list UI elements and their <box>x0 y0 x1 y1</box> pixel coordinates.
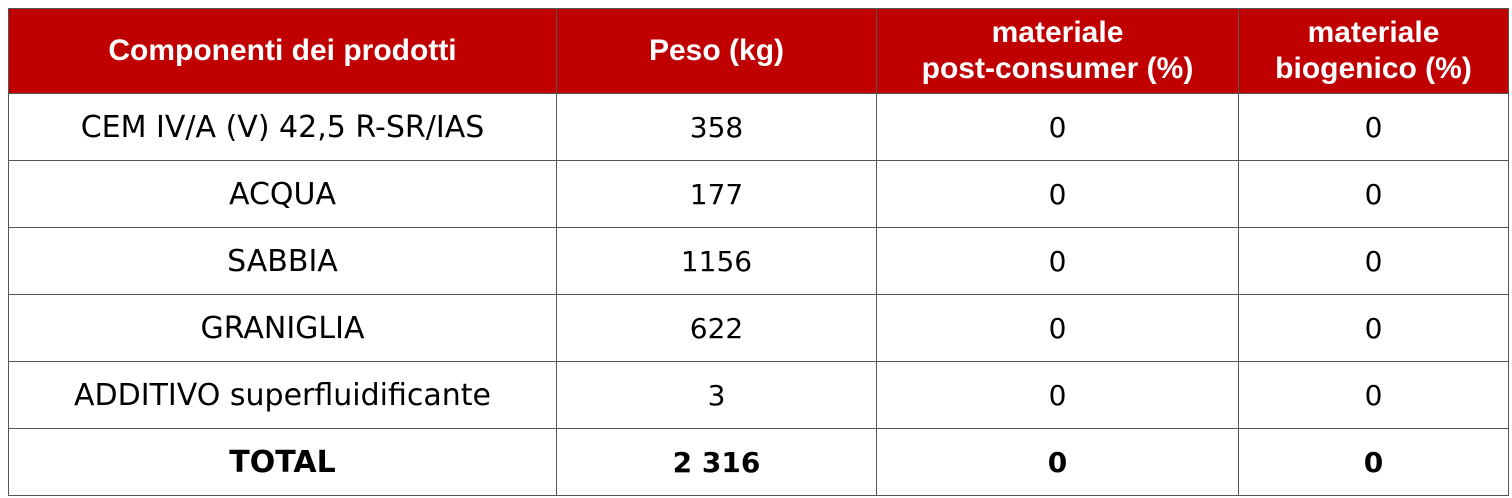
total-label: TOTAL <box>8 428 557 496</box>
cell-weight: 177 <box>556 160 877 228</box>
cell-component: ADDITIVO superfluidificante <box>8 361 557 429</box>
product-components-table: Componenti dei prodotti Peso (kg) materi… <box>8 8 1509 496</box>
table-row: CEM IV/A (V) 42,5 R-SR/IAS 358 0 0 <box>8 93 1509 161</box>
total-weight: 2 316 <box>556 428 877 496</box>
header-post-consumer: materiale post-consumer (%) <box>876 8 1239 94</box>
table-total-row: TOTAL 2 316 0 0 <box>8 428 1509 496</box>
cell-component: GRANIGLIA <box>8 294 557 362</box>
header-weight-label: Peso (kg) <box>648 34 785 67</box>
header-post-consumer-line-1: materiale <box>991 16 1124 49</box>
header-weight: Peso (kg) <box>556 8 877 94</box>
total-biogenic: 0 <box>1238 428 1509 496</box>
cell-component: SABBIA <box>8 227 557 295</box>
cell-post-consumer: 0 <box>876 294 1239 362</box>
header-biogenic: materiale biogenico (%) <box>1238 8 1509 94</box>
cell-weight: 622 <box>556 294 877 362</box>
header-components: Componenti dei prodotti <box>8 8 557 94</box>
table-row: ACQUA 177 0 0 <box>8 160 1509 228</box>
header-post-consumer-line-2: post-consumer (%) <box>921 52 1194 85</box>
table-row: SABBIA 1156 0 0 <box>8 227 1509 295</box>
cell-post-consumer: 0 <box>876 160 1239 228</box>
cell-component: ACQUA <box>8 160 557 228</box>
header-biogenic-line-1: materiale <box>1307 16 1440 49</box>
cell-biogenic: 0 <box>1238 361 1509 429</box>
cell-biogenic: 0 <box>1238 294 1509 362</box>
cell-post-consumer: 0 <box>876 361 1239 429</box>
cell-weight: 358 <box>556 93 877 161</box>
cell-post-consumer: 0 <box>876 227 1239 295</box>
cell-weight: 1156 <box>556 227 877 295</box>
cell-biogenic: 0 <box>1238 93 1509 161</box>
product-components-table-wrapper: Componenti dei prodotti Peso (kg) materi… <box>8 8 1509 496</box>
cell-component: CEM IV/A (V) 42,5 R-SR/IAS <box>8 93 557 161</box>
cell-biogenic: 0 <box>1238 227 1509 295</box>
cell-weight: 3 <box>556 361 877 429</box>
table-header-row: Componenti dei prodotti Peso (kg) materi… <box>8 8 1509 94</box>
header-components-label: Componenti dei prodotti <box>108 34 457 67</box>
table-row: ADDITIVO superfluidificante 3 0 0 <box>8 361 1509 429</box>
cell-post-consumer: 0 <box>876 93 1239 161</box>
cell-biogenic: 0 <box>1238 160 1509 228</box>
table-row: GRANIGLIA 622 0 0 <box>8 294 1509 362</box>
total-post-consumer: 0 <box>876 428 1239 496</box>
header-biogenic-line-2: biogenico (%) <box>1275 52 1472 85</box>
